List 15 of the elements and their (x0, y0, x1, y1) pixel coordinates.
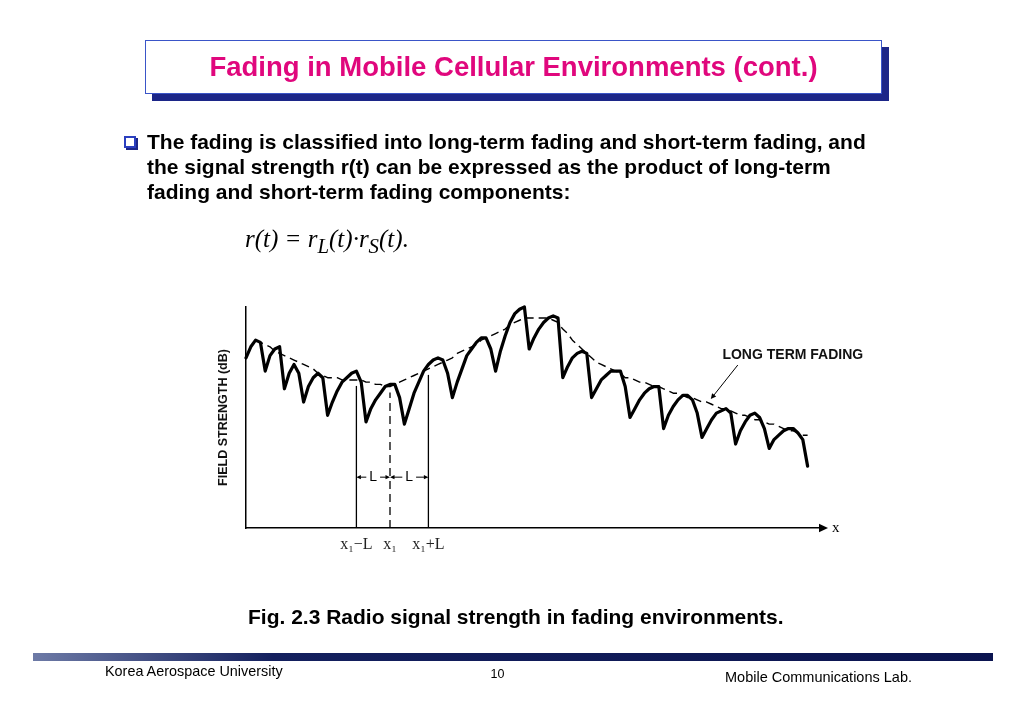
text: r(t) = r$_{L}$(t)·r$_{S}$(t). (245, 224, 409, 260)
x-tick-label: x₁ (383, 534, 397, 552)
x-tick-label: x₁+L (412, 534, 445, 552)
text: LONG TERM FADING (722, 345, 864, 362)
chart-subtitle: The fading is classified into long-term fading and short-term fading, and the signal strength r(t) can be expressed as the product of long-term fading and short-term fading components: (147, 129, 867, 204)
chart-title: Fading in Mobile Cellular Environments (cont.) (145, 40, 882, 94)
caption: Fig. 2.3 Radio signal strength in fading environments. (248, 604, 784, 630)
text: Korea Aerospace University (105, 663, 283, 680)
text: Mobile Communications Lab. (725, 668, 912, 686)
y-axis-title: FIELD STRENGTH (dB) (215, 349, 230, 486)
annotation: L (369, 468, 378, 485)
annotation: L (405, 468, 414, 485)
x-axis-title: x (832, 518, 840, 535)
x-tick-label: x₁−L (340, 534, 373, 552)
text: 10 (489, 666, 506, 682)
